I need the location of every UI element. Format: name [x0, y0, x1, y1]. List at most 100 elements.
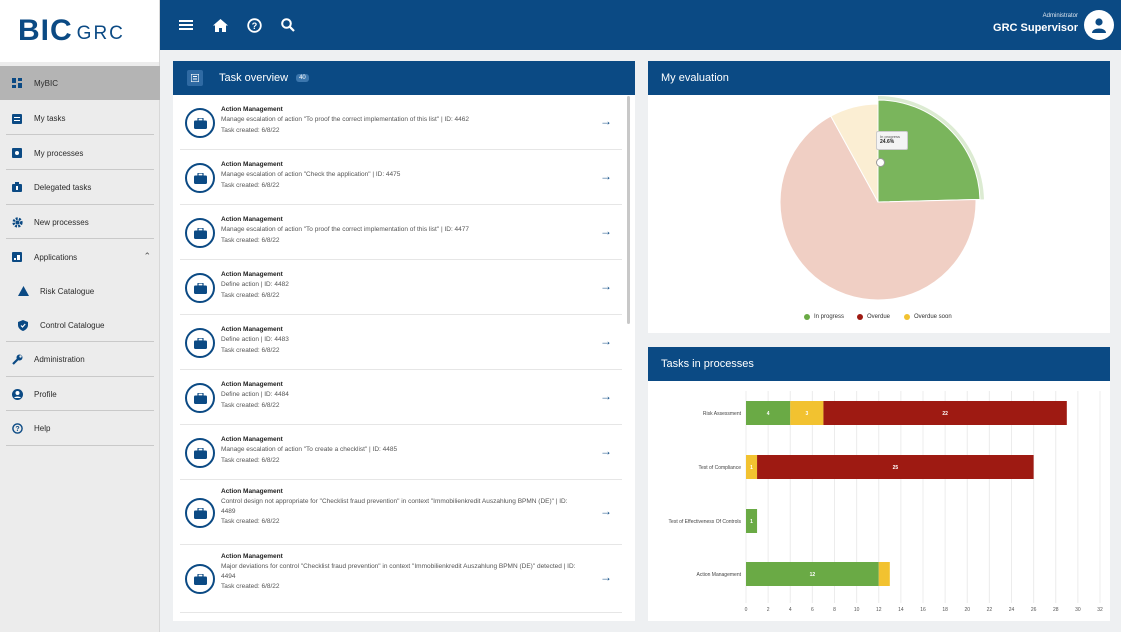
task-overview-header: Task overview 40 [173, 61, 635, 95]
task-row[interactable]: Action Management Define action | ID: 448… [180, 260, 622, 315]
sidebar-item-applications[interactable]: Applications ⌃ [0, 240, 160, 274]
chevron-up-icon[interactable]: ⌃ [143, 251, 151, 261]
bar-segment-in-progress[interactable] [746, 509, 758, 533]
task-created-date: Task created: 6/8/22 [221, 347, 280, 354]
task-title: Action Management [221, 381, 283, 388]
pie-slice-overdue-soon[interactable] [830, 103, 879, 203]
x-tick-label: 14 [898, 607, 904, 613]
divider [6, 169, 154, 170]
x-tick-label: 2 [767, 607, 770, 613]
sidebar-item-my-tasks[interactable]: My tasks [0, 101, 160, 135]
task-row[interactable]: Action Management Define action | ID: 448… [180, 370, 622, 425]
category-label: Test of Compliance [698, 465, 741, 471]
bar-value-label: 4 [767, 411, 770, 417]
arrow-right-icon[interactable]: → [600, 389, 612, 403]
task-count-badge: 40 [296, 74, 309, 82]
x-tick-label: 4 [789, 607, 792, 613]
category-label: Test of Effectiveness Of Controls [669, 519, 742, 525]
arrow-right-icon[interactable]: → [600, 334, 612, 348]
help-circle-icon[interactable]: ? [244, 15, 264, 35]
logo[interactable]: BIC GRC [0, 0, 159, 62]
category-label: Action Management [697, 572, 742, 578]
task-title: Action Management [221, 271, 283, 278]
arrow-right-icon[interactable]: → [600, 279, 612, 293]
task-title: Action Management [221, 326, 283, 333]
legend-item-in-progress[interactable]: In progress [804, 314, 844, 320]
arrow-right-icon[interactable]: → [600, 444, 612, 458]
x-tick-label: 32 [1097, 607, 1103, 613]
pie-slice-in-progress[interactable] [877, 99, 981, 203]
x-tick-label: 16 [920, 607, 926, 613]
legend-dot [804, 314, 810, 320]
arrow-right-icon[interactable]: → [600, 224, 612, 238]
sidebar-item-new-processes[interactable]: New processes [0, 205, 160, 239]
search-icon[interactable] [278, 15, 298, 35]
task-list-icon [187, 70, 203, 86]
briefcase-icon [185, 328, 215, 358]
task-description: Manage escalation of action "To proof th… [221, 116, 470, 123]
mouse-cursor-indicator [876, 158, 885, 167]
sidebar-item-risk-catalogue[interactable]: Risk Catalogue [0, 274, 160, 308]
top-bar: ? Administrator GRC Supervisor [160, 0, 1121, 50]
task-created-date: Task created: 6/8/22 [221, 237, 280, 244]
task-description: Control design not appropriate for "Chec… [221, 498, 568, 515]
arrow-right-icon[interactable]: → [600, 114, 612, 128]
divider [6, 445, 154, 446]
task-row[interactable]: Action Management Manage escalation of ac… [180, 205, 622, 260]
bar-segment-in-progress[interactable] [746, 401, 791, 425]
divider [6, 134, 154, 135]
sidebar-item-label: Risk Catalogue [40, 286, 95, 296]
sidebar-item-label: MyBIC [34, 78, 58, 88]
tasks-in-processes-header: Tasks in processes [648, 347, 1110, 381]
svg-text:?: ? [251, 21, 257, 31]
home-icon[interactable] [210, 15, 230, 35]
arrow-right-icon[interactable]: → [600, 504, 612, 518]
bar-segment-overdue[interactable] [823, 401, 1067, 425]
task-title: Action Management [221, 216, 283, 223]
sidebar-item-profile[interactable]: Profile [0, 377, 160, 411]
task-row[interactable]: Action Management Define action | ID: 448… [180, 315, 622, 370]
task-created-date: Task created: 6/8/22 [221, 583, 280, 590]
avatar[interactable] [1084, 10, 1114, 40]
legend-label: Overdue soon [914, 314, 952, 320]
legend-item-overdue[interactable]: Overdue [857, 314, 890, 320]
task-row[interactable]: Action Management Manage escalation of ac… [180, 425, 622, 480]
task-created-date: Task created: 6/8/22 [221, 402, 280, 409]
task-row[interactable]: Action Management Major deviations for co… [180, 545, 622, 613]
task-description: Major deviations for control "Checklist … [221, 563, 576, 580]
task-created-date: Task created: 6/8/22 [221, 457, 280, 464]
task-row[interactable]: Action Management Control design not appr… [180, 480, 622, 545]
legend-item-overdue-soon[interactable]: Overdue soon [904, 314, 952, 320]
x-tick-label: 10 [854, 607, 860, 613]
pie-slice-overdue[interactable] [779, 115, 977, 301]
arrow-right-icon[interactable]: → [600, 169, 612, 183]
menu-icon[interactable] [176, 15, 196, 35]
task-row[interactable]: Action Management Manage escalation of ac… [180, 95, 622, 150]
bar-segment-overdue-soon[interactable] [878, 562, 890, 586]
bar-segment-overdue[interactable] [757, 455, 1034, 479]
user-name[interactable]: GRC Supervisor [993, 22, 1078, 34]
task-created-date: Task created: 6/8/22 [221, 292, 280, 299]
task-created-date: Task created: 6/8/22 [221, 127, 280, 134]
task-list-scrollbar[interactable] [627, 96, 630, 324]
bar-segment-overdue-soon[interactable] [746, 455, 758, 479]
briefcase-icon [185, 108, 215, 138]
sidebar-item-administration[interactable]: Administration [0, 342, 160, 376]
arrow-right-icon[interactable]: → [600, 570, 612, 584]
logo-bic-text: BIC [18, 14, 73, 47]
legend-dot [904, 314, 910, 320]
task-created-date: Task created: 6/8/22 [221, 182, 280, 189]
sidebar-item-delegated-tasks[interactable]: Delegated tasks [0, 170, 160, 204]
help-icon: ? [11, 422, 23, 434]
task-row[interactable]: Action Management Manage escalation of ac… [180, 150, 622, 205]
x-tick-label: 12 [876, 607, 882, 613]
warning-icon [17, 285, 29, 297]
sidebar-item-help[interactable]: ? Help [0, 411, 160, 445]
bar-segment-overdue-soon[interactable] [790, 401, 824, 425]
sidebar-item-label: Profile [34, 389, 57, 399]
sidebar-item-mybic[interactable]: MyBIC [0, 66, 160, 100]
task-title: Action Management [221, 106, 283, 113]
bar-segment-in-progress[interactable] [746, 562, 879, 586]
sidebar-item-control-catalogue[interactable]: Control Catalogue [0, 308, 160, 342]
sidebar-item-my-processes[interactable]: My processes [0, 136, 160, 170]
